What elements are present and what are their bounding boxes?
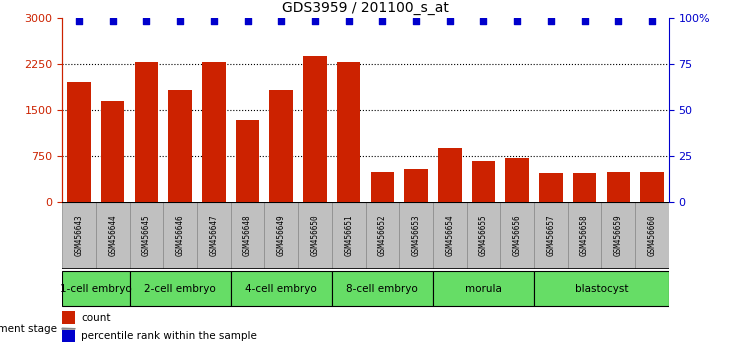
- Text: GSM456644: GSM456644: [108, 215, 117, 256]
- Text: count: count: [81, 313, 110, 322]
- Bar: [135, 62, 158, 202]
- Bar: [129, 202, 163, 269]
- Point: [343, 18, 355, 24]
- Title: GDS3959 / 201100_s_at: GDS3959 / 201100_s_at: [282, 1, 449, 15]
- Bar: [466, 202, 500, 269]
- Bar: [534, 202, 568, 269]
- Point: [376, 18, 388, 24]
- Bar: [332, 271, 433, 306]
- Bar: [202, 63, 226, 202]
- Point: [242, 18, 254, 24]
- Text: GSM456649: GSM456649: [277, 215, 286, 256]
- Text: 1-cell embryo: 1-cell embryo: [60, 284, 132, 293]
- Bar: [500, 202, 534, 269]
- Bar: [337, 63, 360, 202]
- Bar: [62, 202, 96, 269]
- Bar: [62, 311, 75, 324]
- Bar: [270, 90, 293, 202]
- Bar: [635, 202, 669, 269]
- Point: [545, 18, 557, 24]
- Text: GSM456660: GSM456660: [648, 215, 656, 256]
- Text: GSM456658: GSM456658: [580, 215, 589, 256]
- Bar: [640, 172, 664, 202]
- Bar: [602, 202, 635, 269]
- Bar: [265, 202, 298, 269]
- Bar: [399, 202, 433, 269]
- Text: GSM456648: GSM456648: [243, 215, 252, 256]
- Bar: [231, 271, 332, 306]
- Point: [309, 18, 321, 24]
- Bar: [62, 271, 129, 306]
- Bar: [332, 202, 366, 269]
- Point: [410, 18, 422, 24]
- Text: blastocyst: blastocyst: [575, 284, 628, 293]
- Bar: [163, 202, 197, 269]
- Text: 4-cell embryo: 4-cell embryo: [246, 284, 317, 293]
- Point: [646, 18, 658, 24]
- Bar: [298, 202, 332, 269]
- Point: [579, 18, 591, 24]
- Bar: [371, 172, 394, 202]
- Bar: [303, 56, 327, 202]
- Bar: [129, 271, 231, 306]
- Bar: [404, 169, 428, 202]
- Point: [276, 18, 287, 24]
- Point: [73, 18, 85, 24]
- Bar: [568, 202, 602, 269]
- Bar: [96, 202, 129, 269]
- Bar: [438, 148, 461, 202]
- Bar: [539, 173, 563, 202]
- Bar: [471, 161, 496, 202]
- Text: GSM456657: GSM456657: [546, 215, 556, 256]
- Text: GSM456651: GSM456651: [344, 215, 353, 256]
- Text: GSM456647: GSM456647: [209, 215, 219, 256]
- Point: [511, 18, 523, 24]
- Text: 2-cell embryo: 2-cell embryo: [144, 284, 216, 293]
- Bar: [197, 202, 231, 269]
- Point: [444, 18, 455, 24]
- Text: GSM456655: GSM456655: [479, 215, 488, 256]
- Bar: [505, 158, 529, 202]
- Bar: [62, 330, 75, 343]
- Bar: [433, 202, 466, 269]
- Text: GSM456646: GSM456646: [175, 215, 185, 256]
- Text: GSM456654: GSM456654: [445, 215, 454, 256]
- Bar: [231, 202, 265, 269]
- Bar: [67, 82, 91, 202]
- Text: GSM456656: GSM456656: [512, 215, 522, 256]
- Text: GSM456652: GSM456652: [378, 215, 387, 256]
- Text: 8-cell embryo: 8-cell embryo: [346, 284, 418, 293]
- Bar: [573, 173, 596, 202]
- Text: GSM456659: GSM456659: [614, 215, 623, 256]
- Point: [477, 18, 489, 24]
- Text: GSM456653: GSM456653: [412, 215, 420, 256]
- Text: morula: morula: [465, 284, 502, 293]
- Point: [208, 18, 219, 24]
- Text: development stage: development stage: [0, 324, 57, 334]
- Bar: [366, 202, 399, 269]
- Text: percentile rank within the sample: percentile rank within the sample: [81, 331, 257, 341]
- Point: [174, 18, 186, 24]
- Text: GSM456643: GSM456643: [75, 215, 83, 256]
- Bar: [168, 90, 192, 202]
- Bar: [235, 120, 260, 202]
- Text: GSM456650: GSM456650: [311, 215, 319, 256]
- Bar: [534, 271, 669, 306]
- Bar: [101, 101, 124, 202]
- Bar: [433, 271, 534, 306]
- Text: GSM456645: GSM456645: [142, 215, 151, 256]
- Point: [613, 18, 624, 24]
- Point: [107, 18, 118, 24]
- Point: [140, 18, 152, 24]
- Bar: [607, 172, 630, 202]
- Polygon shape: [62, 328, 75, 329]
